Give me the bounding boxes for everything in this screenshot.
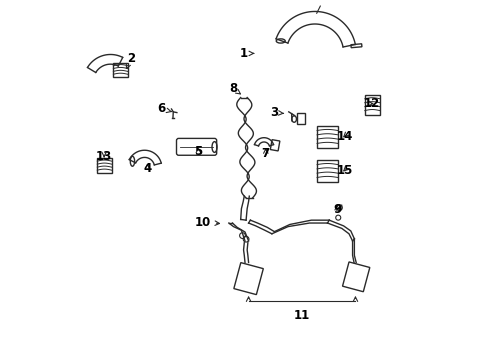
Bar <box>234 262 263 294</box>
Text: 7: 7 <box>262 147 270 159</box>
Bar <box>270 140 280 151</box>
Bar <box>317 160 338 182</box>
Bar <box>97 158 112 173</box>
Bar <box>113 63 128 77</box>
Text: 8: 8 <box>229 82 241 95</box>
Bar <box>351 44 362 48</box>
Text: 3: 3 <box>270 106 284 119</box>
Text: 2: 2 <box>126 51 135 68</box>
Text: 11: 11 <box>294 309 310 322</box>
Text: 12: 12 <box>363 97 379 110</box>
Bar <box>296 113 304 124</box>
Text: 6: 6 <box>157 103 171 116</box>
Text: 15: 15 <box>336 164 353 177</box>
Bar <box>317 126 338 148</box>
Text: 9: 9 <box>333 203 342 216</box>
Bar <box>365 95 380 114</box>
Text: 10: 10 <box>195 216 220 229</box>
Text: 5: 5 <box>194 145 202 158</box>
Bar <box>343 262 370 292</box>
Text: 13: 13 <box>96 150 112 163</box>
Text: 1: 1 <box>240 47 254 60</box>
Text: 14: 14 <box>336 130 353 143</box>
Text: 4: 4 <box>144 162 151 175</box>
